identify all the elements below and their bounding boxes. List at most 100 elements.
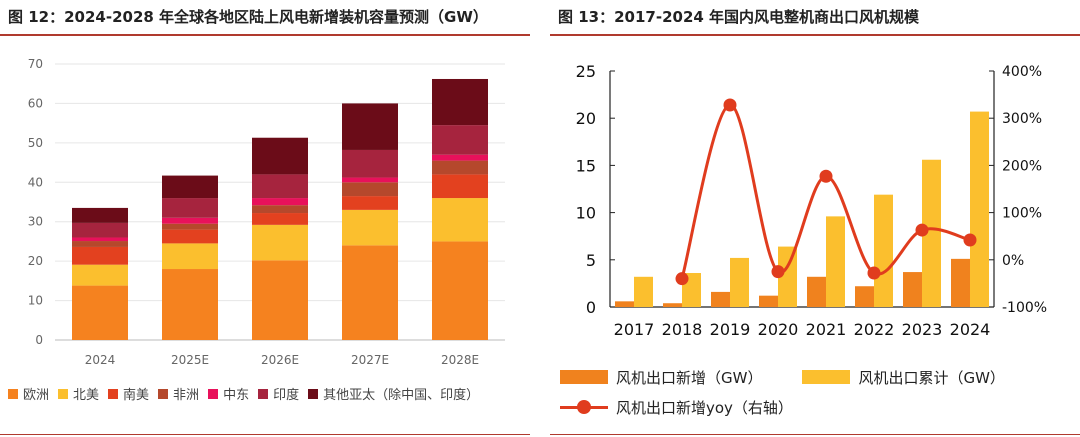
- right-y-tick-label: 100%: [1002, 206, 1042, 222]
- left-chart-legend: 欧洲 北美 南美 非洲 中东 印度 其他亚太（除中国、印度）: [8, 384, 528, 403]
- left-y-tick-label: 20: [576, 109, 596, 128]
- legend-item: 其他亚太（除中国、印度）: [308, 384, 479, 403]
- bar-segment: [72, 237, 128, 242]
- bar-segment: [432, 125, 488, 155]
- right-y-tick-label: 400%: [1002, 64, 1042, 80]
- bar-segment: [162, 229, 218, 244]
- legend-item-export-yoy: 风机出口新增yoy（右轴）: [560, 397, 793, 418]
- y-tick-label: 10: [28, 294, 43, 308]
- bar-segment: [72, 285, 128, 340]
- bar: [711, 291, 730, 307]
- bar: [759, 295, 778, 307]
- bar-segment: [342, 245, 398, 340]
- yoy-point: [723, 98, 737, 112]
- legend-label: 南美: [123, 388, 150, 403]
- legend-item: 欧洲: [8, 384, 49, 403]
- bar-segment: [342, 182, 398, 197]
- y-tick-label: 30: [28, 215, 43, 229]
- legend-swatch-export-new: [560, 370, 608, 384]
- left-y-tick-label: 5: [586, 251, 596, 270]
- y-tick-label: 60: [28, 96, 43, 110]
- bar: [951, 258, 970, 307]
- left-figure-title: 图 12：2024-2028 年全球各地区陆上风电新增装机容量预测（GW）: [8, 8, 488, 26]
- bar-segment: [432, 241, 488, 340]
- bar: [663, 303, 682, 307]
- bar-segment: [162, 243, 218, 270]
- legend-label-export-new: 风机出口新增（GW）: [616, 368, 763, 387]
- legend-item: 印度: [258, 384, 299, 403]
- bar-segment: [432, 174, 488, 199]
- bar-segment: [72, 222, 128, 238]
- yoy-point: [963, 233, 977, 247]
- legend-item: 中东: [208, 384, 249, 403]
- right-y-tick-label: 300%: [1002, 111, 1042, 127]
- bar: [826, 216, 845, 307]
- bar-segment: [162, 175, 218, 199]
- x-tick-label: 2024: [85, 353, 116, 367]
- legend-item: 北美: [58, 384, 99, 403]
- right-y-tick-label: 200%: [1002, 158, 1042, 174]
- right-chart-legend: 风机出口新增（GW） 风机出口累计（GW） 风机出口新增yoy（右轴）: [560, 362, 1070, 422]
- legend-swatch-export-cumulative: [802, 370, 851, 384]
- bar-segment: [342, 196, 398, 210]
- bar: [807, 276, 826, 307]
- y-tick-label: 50: [28, 136, 43, 150]
- legend-item-export-new: 风机出口新增（GW）: [560, 367, 762, 388]
- bar: [855, 286, 874, 307]
- yoy-point: [675, 272, 689, 286]
- bar-segment: [162, 269, 218, 340]
- bar: [730, 257, 749, 307]
- bar-segment: [162, 198, 218, 218]
- bar-segment: [252, 174, 308, 199]
- bar: [778, 246, 797, 307]
- legend-label: 中东: [223, 388, 250, 403]
- legend-swatch: [258, 388, 269, 399]
- legend-label: 非洲: [173, 388, 200, 403]
- x-tick-label: 2020: [758, 320, 799, 339]
- bar-segment: [252, 213, 308, 225]
- bar-segment: [252, 260, 308, 340]
- legend-swatch: [108, 388, 119, 399]
- left-bottom-rule: [0, 434, 530, 435]
- x-tick-label: 2023: [902, 320, 943, 339]
- bar-segment: [342, 209, 398, 246]
- bar: [970, 111, 989, 307]
- left-title-rule: [0, 34, 530, 36]
- y-tick-label: 20: [28, 254, 43, 268]
- yoy-point: [771, 265, 785, 279]
- bar-segment: [72, 246, 128, 265]
- y-tick-label: 70: [28, 57, 43, 71]
- bar: [615, 301, 634, 307]
- legend-item: 南美: [108, 384, 149, 403]
- bar-segment: [72, 207, 128, 223]
- bar-segment: [342, 103, 398, 150]
- right-figure-panel: 图 13：2017-2024 年国内风电整机商出口风机规模 0 5 10 15 20 25…: [550, 0, 1080, 437]
- y-tick-label: 0: [35, 333, 43, 347]
- bar: [922, 159, 941, 307]
- left-figure-panel: 图 12：2024-2028 年全球各地区陆上风电新增装机容量预测（GW） 0 1…: [0, 0, 530, 437]
- bar: [874, 194, 893, 307]
- bar-segment: [432, 78, 488, 126]
- legend-item: 非洲: [158, 384, 199, 403]
- legend-label: 北美: [73, 388, 100, 403]
- bar-segment: [432, 160, 488, 175]
- bar-segment: [252, 205, 308, 214]
- bar-segment: [432, 198, 488, 242]
- left-y-tick-label: 10: [576, 204, 596, 223]
- left-y-tick-label: 15: [576, 156, 596, 175]
- yoy-point: [819, 169, 833, 183]
- x-tick-label: 2022: [854, 320, 895, 339]
- x-tick-label: 2027E: [351, 353, 389, 367]
- x-tick-label: 2028E: [441, 353, 479, 367]
- yoy-point: [915, 223, 929, 237]
- x-tick-label: 2019: [710, 320, 751, 339]
- legend-label: 其他亚太（除中国、印度）: [323, 388, 480, 403]
- x-tick-label: 2025E: [171, 353, 209, 367]
- right-title-rule: [550, 34, 1080, 36]
- right-y-tick-label: 0%: [1002, 253, 1024, 269]
- bar-segment: [252, 224, 308, 261]
- yoy-point: [867, 266, 881, 280]
- bar: [634, 276, 653, 307]
- left-y-tick-label: 0: [586, 298, 596, 317]
- bar-segment: [342, 149, 398, 178]
